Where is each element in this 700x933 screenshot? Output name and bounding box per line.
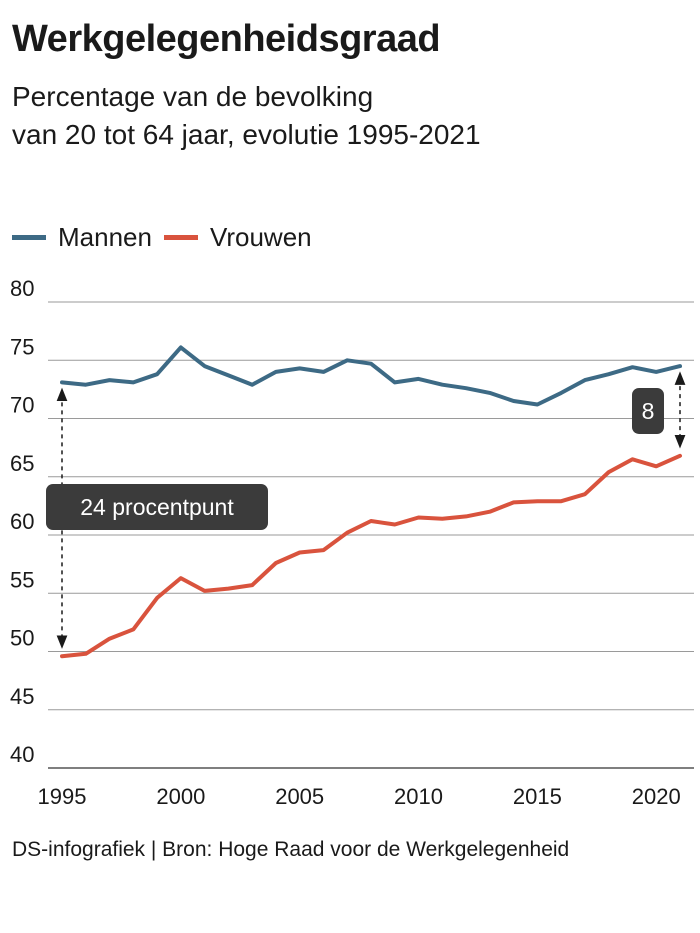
annotation-box-2021 [632, 388, 664, 434]
x-tick-label-2000: 2000 [156, 784, 205, 809]
legend: Mannen Vrouwen [12, 222, 324, 253]
y-tick-label-50: 50 [10, 626, 34, 651]
legend-swatch-vrouwen [163, 235, 198, 240]
y-tick-label-80: 80 [10, 276, 34, 301]
x-tick-label-2010: 2010 [394, 784, 443, 809]
annotation-label-2021: 8 [642, 398, 655, 424]
y-tick-label-65: 65 [10, 451, 34, 476]
series-line-vrouwen [60, 453, 682, 659]
legend-swatch-mannen [12, 235, 46, 240]
annotation-box-1995 [46, 484, 268, 530]
x-tick-label-2015: 2015 [513, 784, 562, 809]
y-tick-label-75: 75 [10, 334, 34, 359]
legend-label-mannen: Mannen [58, 222, 152, 252]
y-tick-label-45: 45 [10, 684, 34, 709]
y-tick-label-60: 60 [10, 509, 34, 534]
legend-label-vrouwen: Vrouwen [209, 222, 312, 252]
x-tick-label-2020: 2020 [632, 784, 681, 809]
chart-subtitle: Percentage van de bevolking van 20 tot 6… [12, 78, 692, 154]
legend-item-mannen: Mannen [12, 222, 152, 253]
y-tick-label-70: 70 [10, 393, 34, 418]
x-tick-label-1995: 1995 [38, 784, 87, 809]
x-tick-label-2005: 2005 [275, 784, 324, 809]
y-tick-label-40: 40 [10, 742, 34, 767]
series-line-mannen [60, 345, 682, 407]
y-tick-label-55: 55 [10, 567, 34, 592]
chart-title: Werkgelegenheidsgraad [12, 18, 441, 60]
source-note: DS-infografiek | Bron: Hoge Raad voor de… [12, 838, 570, 861]
subtitle-line-1: Percentage van de bevolking [12, 81, 374, 112]
annotation-label-1995: 24 procentpunt [80, 494, 234, 520]
subtitle-line-2: van 20 tot 64 jaar, evolutie 1995-2021 [12, 119, 481, 150]
legend-item-vrouwen: Vrouwen [163, 222, 312, 253]
